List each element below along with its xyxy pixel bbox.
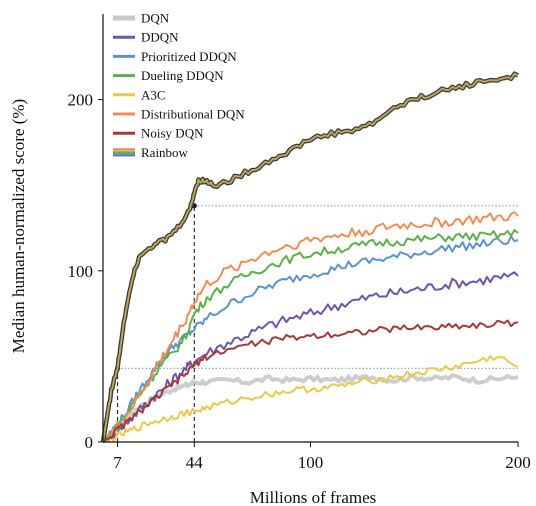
series-line-dueling-ddqn (102, 229, 519, 443)
x-axis-title: Millions of frames (250, 488, 377, 506)
legend-label-ddqn: DDQN (141, 30, 179, 45)
series-line-noisy-dqn (102, 319, 519, 443)
series-lines (100, 71, 520, 444)
legend-label-prioritized-ddqn: Prioritized DDQN (141, 49, 237, 64)
legend-label-dqn: DQN (141, 11, 170, 26)
x-tick-label-7: 7 (113, 453, 122, 472)
x-tick-label-200: 200 (505, 453, 531, 472)
y-tick-label-100: 100 (68, 262, 94, 281)
legend-label-dueling-ddqn: Dueling DDQN (141, 68, 224, 83)
legend-label-rainbow: Rainbow (141, 145, 189, 160)
axes: 0 100 200 7 44 100 200 (68, 14, 531, 472)
legend-label-a3c: A3C (141, 87, 166, 102)
legend-label-distributional-dqn: Distributional DQN (141, 107, 245, 122)
legend: DQN DDQN Prioritized DDQN Dueling DDQN A3C Di… (113, 11, 245, 160)
series-line-prioritized-ddqn (102, 235, 519, 443)
y-tick-label-200: 200 (68, 91, 94, 110)
x-tick-label-44: 44 (186, 453, 204, 472)
y-tick-label-0: 0 (85, 433, 94, 452)
legend-swatch-rainbow (113, 148, 135, 157)
series-line-rainbow (102, 72, 519, 443)
legend-label-noisy-dqn: Noisy DQN (141, 126, 204, 141)
series-line-distributional-dqn (102, 211, 519, 443)
series-line-a3c (102, 355, 519, 443)
x-tick-label-100: 100 (298, 453, 324, 472)
y-axis-title: Median human-normalized score (%) (9, 99, 28, 353)
